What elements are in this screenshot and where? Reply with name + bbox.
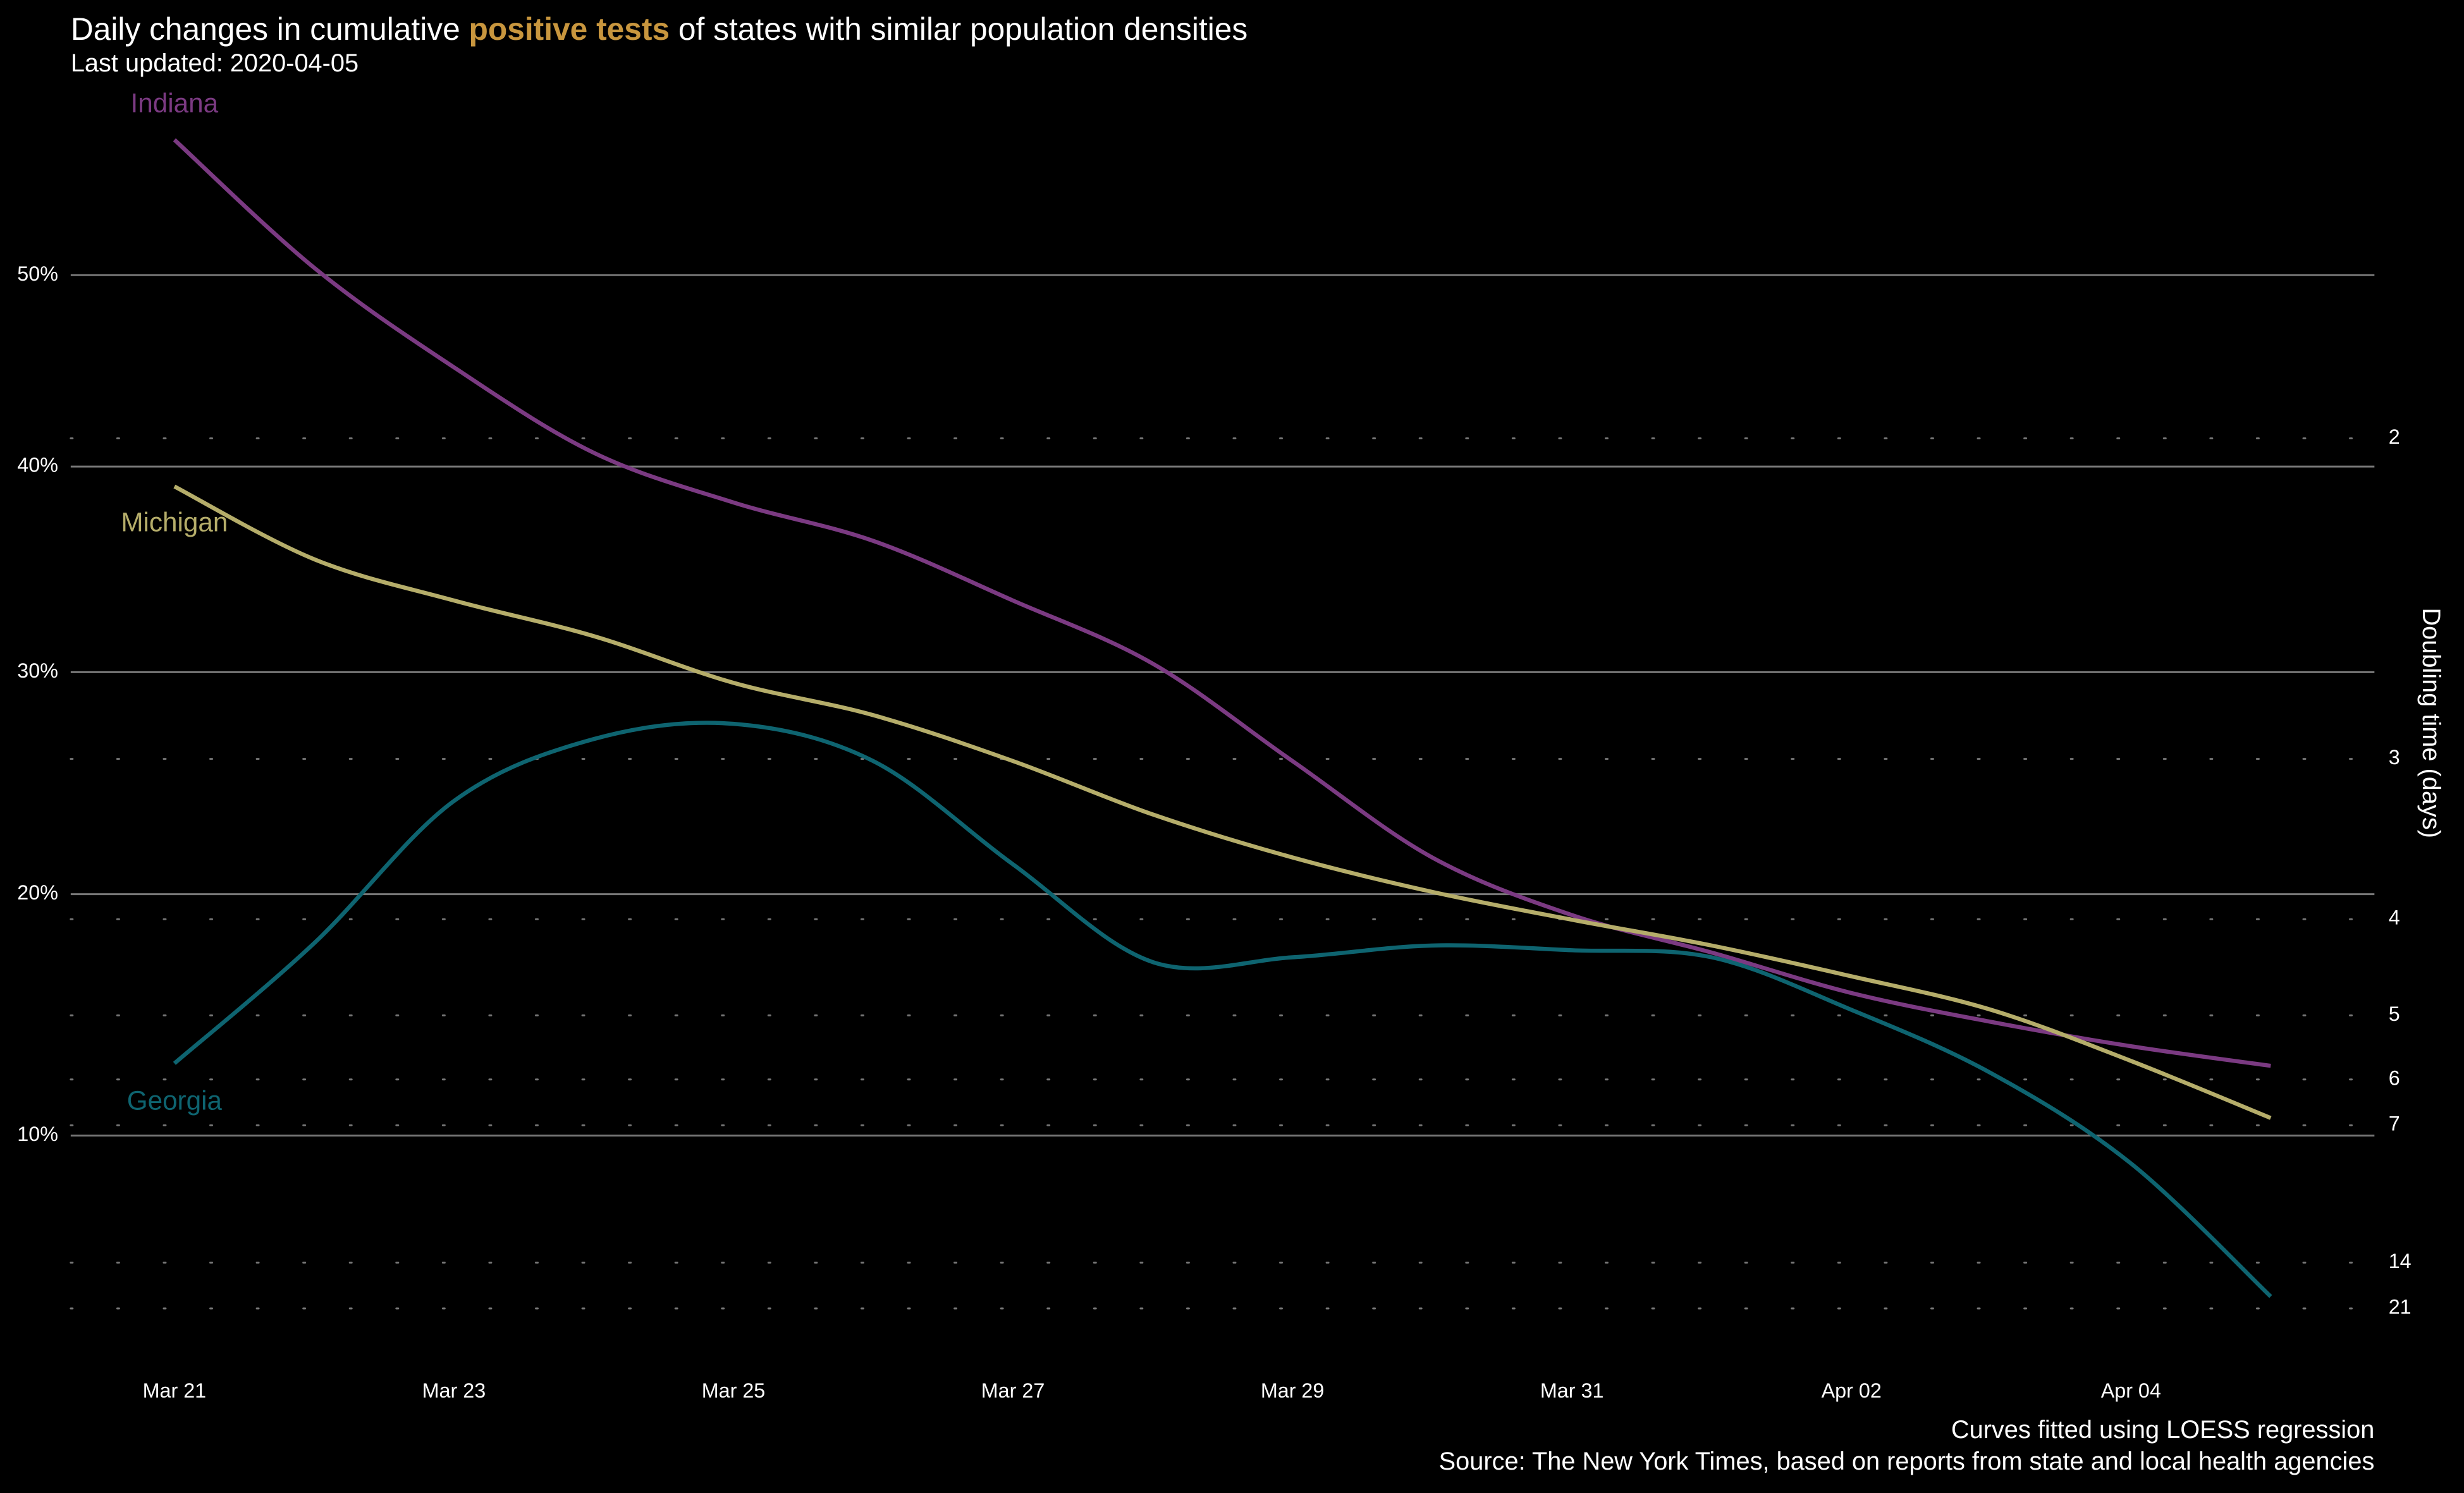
line [173, 484, 2272, 1120]
series-label: Michigan [121, 507, 228, 537]
title-part: of states with similar population densit… [670, 11, 1247, 47]
y2-tick-label: 14 [2389, 1250, 2412, 1272]
y2-tick-label: 4 [2389, 906, 2400, 929]
series-label: Indiana [131, 88, 219, 118]
note: Curves fitted using LOESS regression [1951, 1416, 2374, 1444]
y-tick-label: 20% [17, 881, 58, 904]
x-tick-label: Mar 25 [702, 1379, 766, 1402]
line [173, 138, 2271, 1068]
y-tick-label: 40% [17, 454, 58, 477]
y2-tick-label: 5 [2389, 1002, 2400, 1025]
series-label: Georgia [127, 1086, 223, 1116]
title-part: Daily changes in cumulative [71, 11, 469, 47]
x-tick-label: Mar 23 [422, 1379, 486, 1402]
x-tick-label: Mar 27 [981, 1379, 1045, 1402]
line [173, 721, 2272, 1298]
y2-tick-label: 6 [2389, 1066, 2400, 1089]
x-tick-label: Apr 02 [1822, 1379, 1882, 1402]
x-tick-label: Mar 29 [1261, 1379, 1325, 1402]
y2-tick-label: 7 [2389, 1112, 2400, 1135]
y2-tick-label: 21 [2389, 1295, 2412, 1318]
y-tick-label: 50% [17, 262, 58, 285]
title-highlight: positive tests [469, 11, 670, 47]
y-tick-label: 10% [17, 1123, 58, 1145]
subtitle: Last updated: 2020-04-05 [71, 49, 359, 77]
x-tick-label: Apr 04 [2101, 1379, 2161, 1402]
chart-title: Daily changes in cumulative positive tes… [71, 11, 1247, 47]
y2-tick-label: 3 [2389, 746, 2400, 769]
y-tick-label: 30% [17, 659, 58, 682]
x-tick-label: Mar 31 [1540, 1379, 1604, 1402]
y2-axis-label: Doubling time (days) [2417, 607, 2445, 838]
x-tick-label: Mar 21 [143, 1379, 207, 1402]
y2-tick-label: 2 [2389, 425, 2400, 448]
source-note: Source: The New York Times, based on rep… [1439, 1447, 2375, 1475]
